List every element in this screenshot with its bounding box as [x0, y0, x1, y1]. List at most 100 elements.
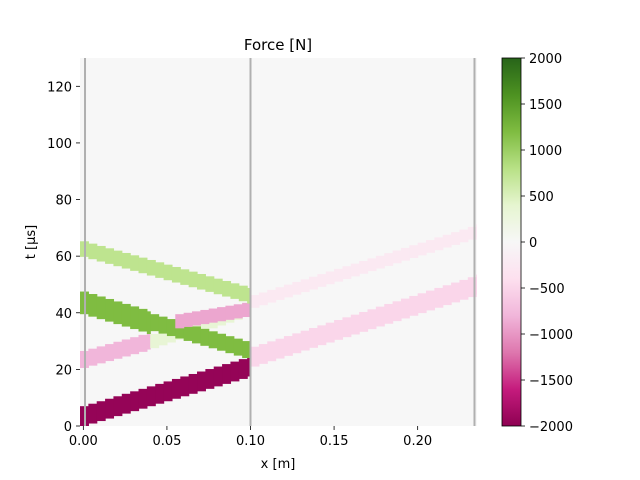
- heatmap-cell: [130, 306, 140, 330]
- heatmap-cell: [200, 317, 210, 332]
- heatmap-cell: [334, 320, 344, 340]
- heatmap-cell: [275, 287, 285, 300]
- heatmap-cell: [258, 344, 268, 364]
- heatmap-cell: [171, 378, 181, 399]
- heatmap-cell: [384, 303, 394, 324]
- heatmap-cell: [334, 268, 344, 282]
- x-tick-label: 0.05: [152, 434, 181, 449]
- heatmap-cell: [384, 253, 394, 266]
- heatmap-cell: [88, 243, 98, 260]
- heatmap-cell: [233, 304, 243, 319]
- heatmap-cell: [146, 311, 151, 334]
- heatmap-cell: [267, 341, 277, 362]
- heatmap-cell: [442, 285, 452, 306]
- heatmap-cell: [317, 274, 327, 287]
- heatmap-cell: [247, 288, 252, 304]
- heatmap-cell: [225, 336, 235, 354]
- heatmap-cell: [138, 308, 148, 332]
- heatmap-cell: [96, 296, 106, 320]
- heatmap-cell: [238, 359, 248, 379]
- heatmap-cell: [150, 314, 160, 332]
- colorbar-tick-label: 1500: [529, 98, 562, 113]
- heatmap-cell: [459, 279, 469, 300]
- heatmap-cell: [188, 373, 198, 394]
- y-tick-label: 60: [55, 250, 72, 265]
- heatmap-cell: [200, 309, 210, 325]
- heatmap-cell: [88, 403, 98, 424]
- heatmap-cell: [88, 348, 98, 366]
- heatmap-cell: [300, 330, 310, 351]
- heatmap-cell: [476, 274, 477, 295]
- chart-title: Force [N]: [244, 36, 312, 54]
- y-tick-label: 20: [55, 363, 72, 378]
- heatmap-cell: [155, 262, 165, 278]
- heatmap-cell: [417, 242, 427, 256]
- heatmap-cell: [375, 306, 385, 327]
- heatmap-cell: [459, 229, 469, 243]
- colorbar-tick-label: 500: [529, 190, 554, 205]
- heatmap-cell: [250, 295, 260, 308]
- heatmap-cell: [400, 247, 410, 261]
- x-tick-label: 0.20: [403, 434, 432, 449]
- heatmap-cell: [138, 334, 148, 352]
- heatmap-cell: [417, 293, 427, 314]
- heatmap-cell: [213, 366, 223, 387]
- x-tick-label: 0.15: [320, 434, 349, 449]
- heatmap-cell: [242, 302, 252, 318]
- heatmap-cell: [250, 346, 260, 367]
- colorbar-tick-label: −1500: [529, 374, 573, 389]
- heatmap-cell: [205, 369, 215, 389]
- heatmap-cell: [175, 314, 185, 329]
- heatmap-cell: [317, 325, 327, 346]
- heatmap-cell: [467, 226, 477, 240]
- heatmap-cell: [267, 289, 277, 303]
- heatmap-cell: [180, 269, 190, 285]
- heatmap-cell: [208, 331, 218, 349]
- colorbar: [501, 57, 522, 427]
- colorbar-ticks: 2000 1500 1000 500 0 −500 −1000 −1500 −2000: [521, 52, 573, 435]
- heatmap-cell: [180, 376, 190, 397]
- heatmap-cell: [163, 264, 173, 281]
- heatmap-cell: [197, 273, 206, 290]
- heatmap-cell: [205, 276, 215, 292]
- heatmap-cell: [197, 371, 206, 392]
- heatmap-cell: [367, 309, 377, 330]
- heatmap-cell: [476, 224, 477, 238]
- heatmap-cell: [121, 339, 131, 357]
- y-tick-label: 100: [47, 137, 72, 152]
- heatmap-cell: [342, 266, 352, 279]
- heatmap-cell: [121, 303, 131, 327]
- heatmap-cell: [375, 255, 385, 269]
- heatmap-cell: [222, 364, 232, 384]
- heatmap-cell: [451, 282, 461, 303]
- heatmap-cell: [113, 301, 123, 325]
- y-axis: 0 20 40 60 80 100 120: [47, 80, 80, 435]
- heatmap-cell: [213, 278, 223, 295]
- colorbar-tick-label: −2000: [529, 420, 573, 435]
- heatmap-cell: [146, 386, 156, 407]
- y-tick-label: 0: [64, 420, 72, 435]
- heatmap-cell: [400, 298, 410, 319]
- heatmap-cell: [325, 271, 335, 285]
- heatmap-cell: [242, 341, 252, 359]
- heatmap-cell: [283, 336, 293, 356]
- plot-area: [80, 58, 477, 426]
- x-axis: 0.00 0.05 0.10 0.15 0.20: [69, 426, 432, 449]
- heatmap-cell: [113, 396, 123, 417]
- heatmap-cell: [171, 266, 181, 283]
- heatmap-cell: [292, 333, 302, 354]
- heatmap-cell: [138, 257, 148, 274]
- heatmap-cell: [392, 301, 402, 322]
- heatmap-cell: [367, 258, 377, 272]
- heatmap-cell: [325, 322, 335, 343]
- heatmap-cell: [146, 332, 151, 350]
- heatmap-cell: [105, 248, 115, 264]
- heatmap-cell: [230, 283, 240, 299]
- heatmap-cell: [113, 341, 123, 359]
- colorbar-tick-label: 0: [529, 236, 537, 251]
- heatmap-cell: [309, 328, 318, 348]
- heatmap-cell: [426, 290, 435, 311]
- heatmap-cell: [183, 323, 193, 341]
- heatmap-cell: [350, 263, 360, 277]
